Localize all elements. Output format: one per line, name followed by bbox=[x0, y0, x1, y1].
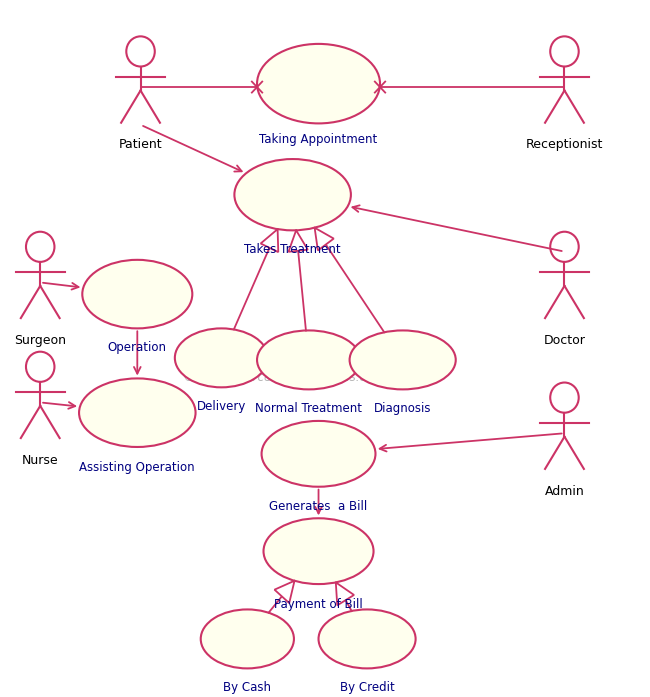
Text: Assisting Operation: Assisting Operation bbox=[79, 461, 195, 474]
Text: Surgeon: Surgeon bbox=[14, 334, 66, 347]
Text: Nurse: Nurse bbox=[22, 454, 58, 467]
Text: Patient: Patient bbox=[119, 139, 162, 151]
Text: Generates  a Bill: Generates a Bill bbox=[269, 500, 368, 514]
Text: Delivery: Delivery bbox=[197, 400, 246, 413]
Ellipse shape bbox=[263, 519, 374, 584]
Text: Diagnosis: Diagnosis bbox=[374, 402, 432, 415]
Polygon shape bbox=[261, 229, 278, 252]
Text: Operation: Operation bbox=[108, 341, 167, 353]
Text: Payment of Bill: Payment of Bill bbox=[274, 598, 363, 611]
Polygon shape bbox=[289, 230, 308, 252]
Text: Taking Appointment: Taking Appointment bbox=[259, 133, 378, 146]
Ellipse shape bbox=[201, 609, 294, 668]
Ellipse shape bbox=[175, 328, 268, 388]
Text: By Cash: By Cash bbox=[224, 682, 271, 694]
Polygon shape bbox=[315, 228, 333, 250]
Ellipse shape bbox=[83, 260, 192, 328]
Ellipse shape bbox=[350, 330, 456, 390]
Text: Normal Treatment: Normal Treatment bbox=[255, 402, 362, 415]
Ellipse shape bbox=[318, 609, 415, 668]
Polygon shape bbox=[336, 583, 354, 606]
Text: © www.SourceCodeSolutions.co.cc: © www.SourceCodeSolutions.co.cc bbox=[183, 371, 389, 383]
Text: Receptionist: Receptionist bbox=[526, 139, 603, 151]
Ellipse shape bbox=[79, 378, 196, 447]
Ellipse shape bbox=[235, 159, 351, 230]
Ellipse shape bbox=[257, 44, 380, 123]
Ellipse shape bbox=[257, 330, 361, 390]
Text: Doctor: Doctor bbox=[543, 334, 586, 347]
Polygon shape bbox=[274, 581, 294, 603]
Text: By Credit: By Credit bbox=[340, 682, 395, 694]
Text: Takes Treatment: Takes Treatment bbox=[244, 243, 341, 256]
Text: Admin: Admin bbox=[545, 484, 584, 498]
Ellipse shape bbox=[261, 421, 376, 487]
